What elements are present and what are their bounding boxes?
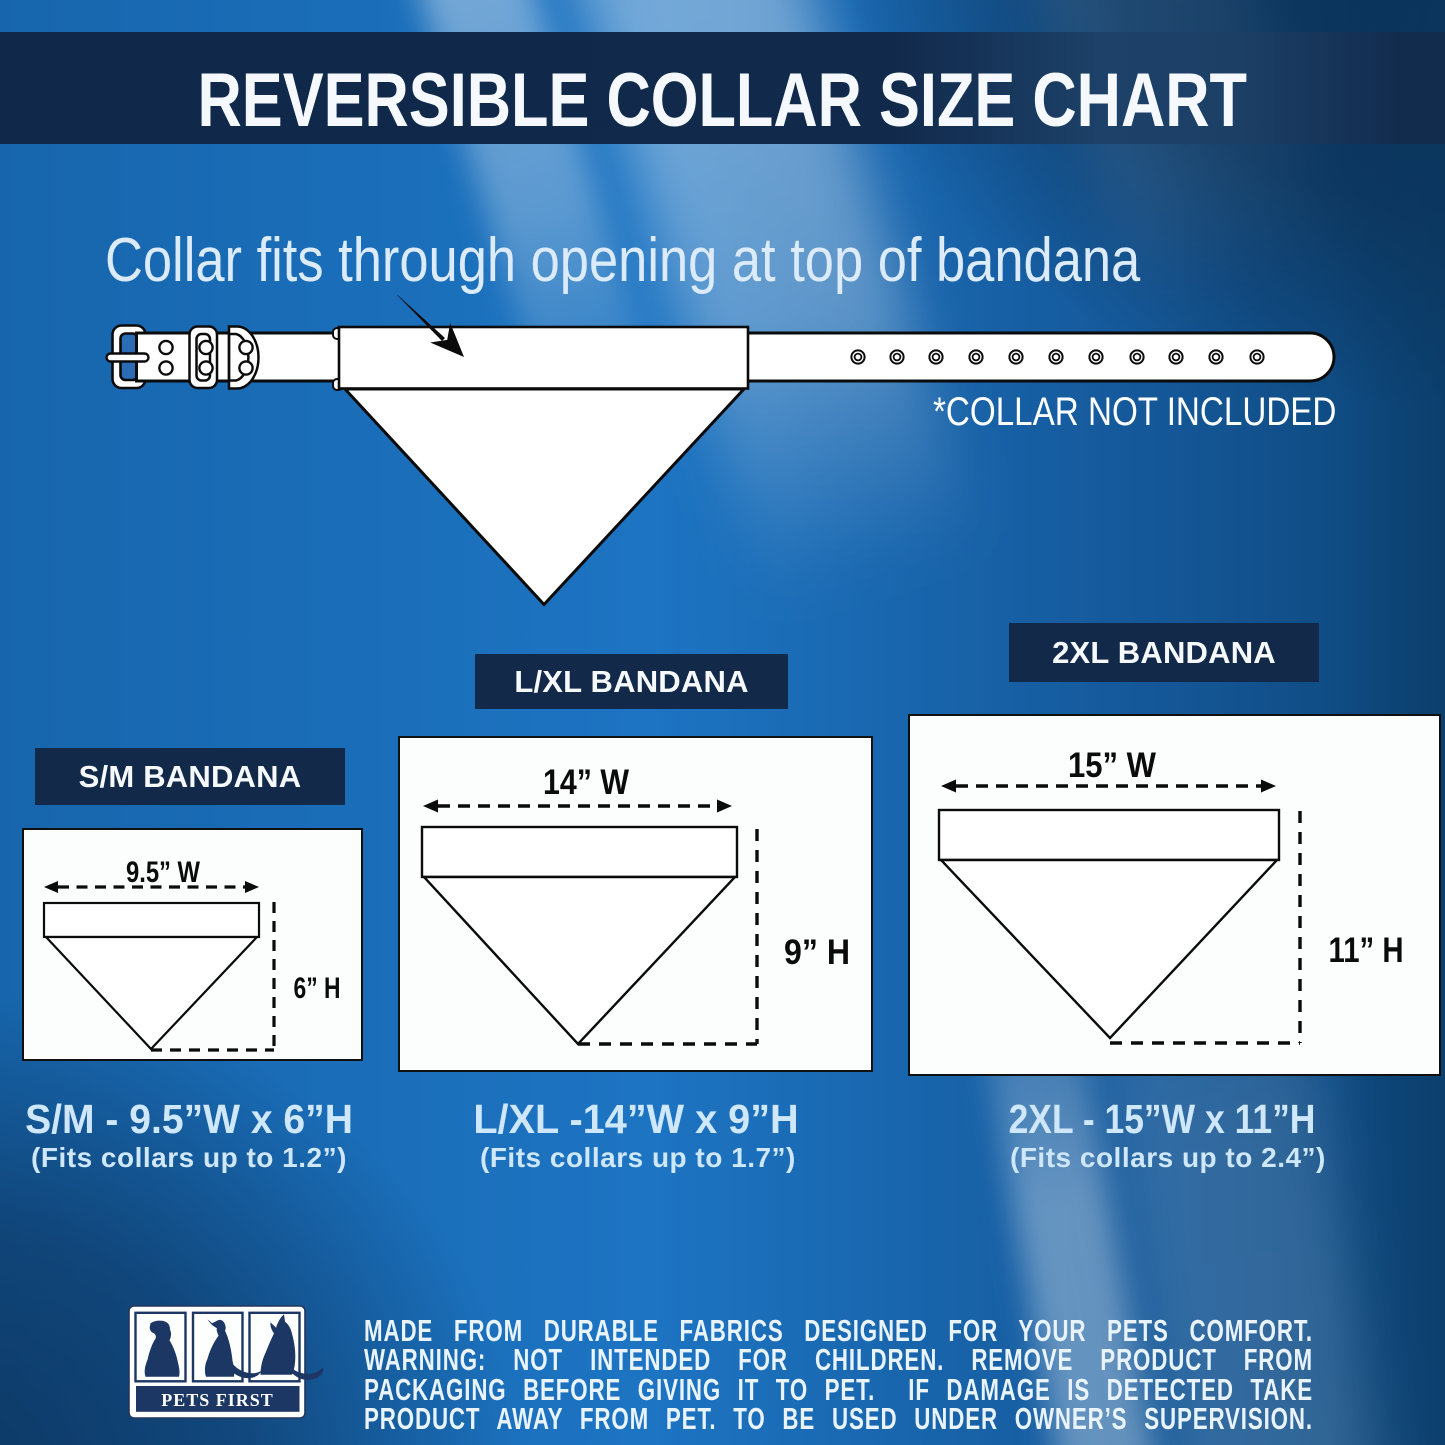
svg-text:11” H: 11” H (1329, 931, 1404, 970)
svg-text:PETS FIRST: PETS FIRST (161, 1390, 274, 1410)
svg-text:9.5” W: 9.5” W (126, 856, 201, 889)
svg-text:14” W: 14” W (543, 763, 629, 802)
svg-text:6” H: 6” H (294, 972, 341, 1005)
svg-text:9” H: 9” H (784, 933, 850, 972)
svg-text:15” W: 15” W (1068, 746, 1156, 785)
